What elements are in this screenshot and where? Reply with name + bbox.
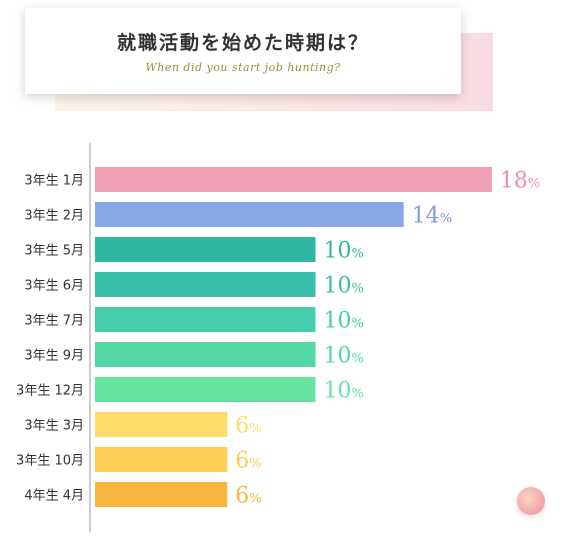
value-label: 18% — [500, 169, 540, 194]
bar — [95, 447, 228, 472]
value-label: 14% — [412, 204, 452, 229]
value-label: 6% — [235, 414, 261, 439]
category-label: 3年生 1月 — [24, 174, 84, 189]
bar — [95, 167, 492, 192]
category-label: 3年生 5月 — [24, 244, 84, 259]
bar — [95, 202, 404, 227]
category-label: 3年生 6月 — [24, 279, 84, 294]
value-label: 10% — [324, 274, 364, 299]
title-card: 就職活動を始めた時期は？ When did you start job hunt… — [25, 8, 461, 94]
category-label: 3年生 12月 — [16, 384, 84, 399]
category-label: 3年生 7月 — [24, 314, 84, 329]
value-label: 6% — [235, 449, 261, 474]
chart-title: 就職活動を始めた時期は？ — [116, 32, 369, 54]
category-label: 4年生 4月 — [24, 489, 84, 504]
value-label: 10% — [324, 379, 364, 404]
value-label: 10% — [324, 239, 364, 264]
category-label: 3年生 2月 — [24, 209, 84, 224]
value-label: 10% — [324, 309, 364, 334]
category-label: 3年生 3月 — [24, 419, 84, 434]
bar — [95, 237, 316, 262]
bar — [95, 377, 316, 402]
bar — [95, 272, 316, 297]
value-label: 10% — [324, 344, 364, 369]
chart-subtitle: When did you start job hunting? — [145, 61, 341, 74]
value-label: 6% — [235, 484, 261, 509]
category-label: 3年生 10月 — [16, 454, 84, 469]
category-label: 3年生 9月 — [24, 349, 84, 364]
bar — [95, 307, 316, 332]
bar — [95, 412, 228, 437]
bar — [95, 482, 228, 507]
scroll-to-top-button[interactable] — [517, 487, 545, 515]
bar — [95, 342, 316, 367]
